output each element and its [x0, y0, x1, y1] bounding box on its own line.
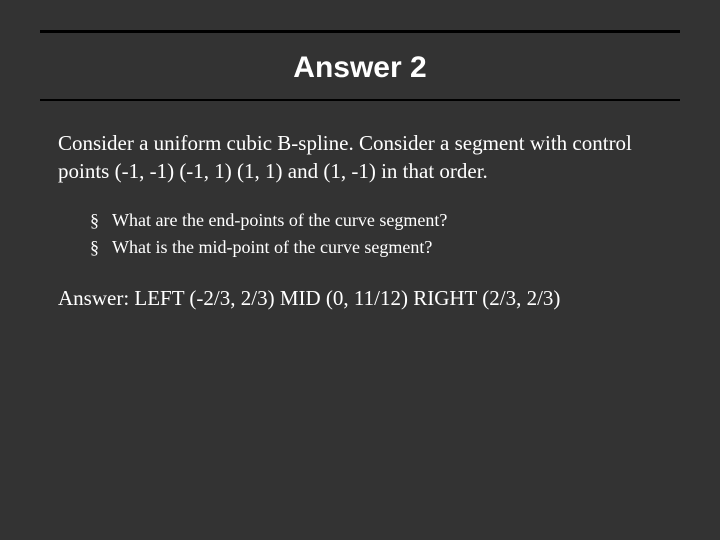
slide-title: Answer 2	[40, 51, 680, 85]
problem-paragraph: Consider a uniform cubic B-spline. Consi…	[58, 129, 662, 186]
slide-container: Answer 2 Consider a uniform cubic B-spli…	[0, 0, 720, 540]
list-item: What are the end-points of the curve seg…	[90, 208, 662, 233]
list-item: What is the mid-point of the curve segme…	[90, 235, 662, 260]
top-rule	[40, 30, 680, 33]
bottom-rule	[40, 99, 680, 101]
answer-text: Answer: LEFT (-2/3, 2/3) MID (0, 11/12) …	[58, 286, 662, 311]
bullet-list: What are the end-points of the curve seg…	[90, 208, 662, 260]
